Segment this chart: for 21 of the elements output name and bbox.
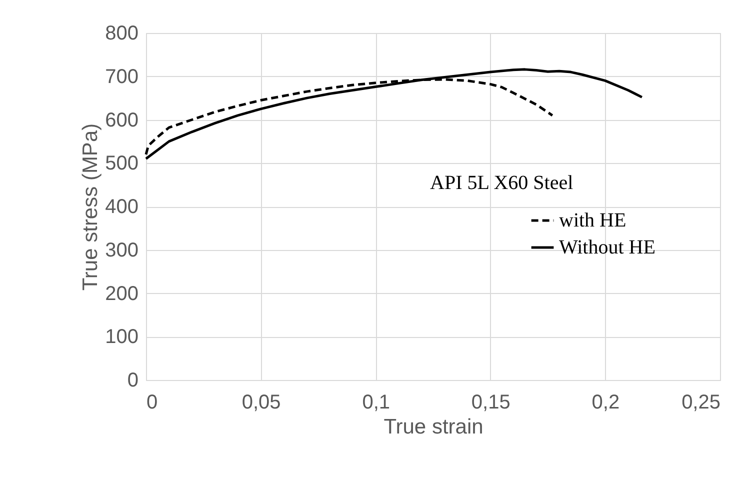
- y-tick-label: 400: [105, 196, 138, 218]
- y-tick-label: 600: [105, 109, 138, 132]
- legend-label: Without HE: [559, 236, 656, 258]
- y-tick-label: 200: [105, 282, 138, 305]
- y-tick-label: 800: [105, 22, 138, 44]
- y-tick-label: 500: [105, 152, 138, 175]
- x-axis-title: True strain: [384, 416, 484, 438]
- y-axis-title: True stress (MPa): [79, 123, 102, 291]
- y-tick-label: 700: [105, 66, 138, 88]
- y-tick-label: 0: [127, 370, 138, 392]
- y-tick-label: 300: [105, 239, 138, 262]
- y-tick-label: 100: [105, 326, 138, 348]
- x-tick-label: 0,25: [682, 392, 720, 414]
- x-tick-label: 0: [146, 392, 158, 414]
- x-tick-label: 0,1: [362, 392, 390, 414]
- x-tick-label: 0,2: [592, 392, 620, 414]
- x-tick-label: 0,15: [471, 392, 510, 414]
- x-tick-label: 0,05: [242, 392, 281, 414]
- line-series: [144, 68, 644, 160]
- legend-label: with HE: [559, 210, 626, 232]
- annotation: API 5L X60 Steel: [430, 172, 574, 194]
